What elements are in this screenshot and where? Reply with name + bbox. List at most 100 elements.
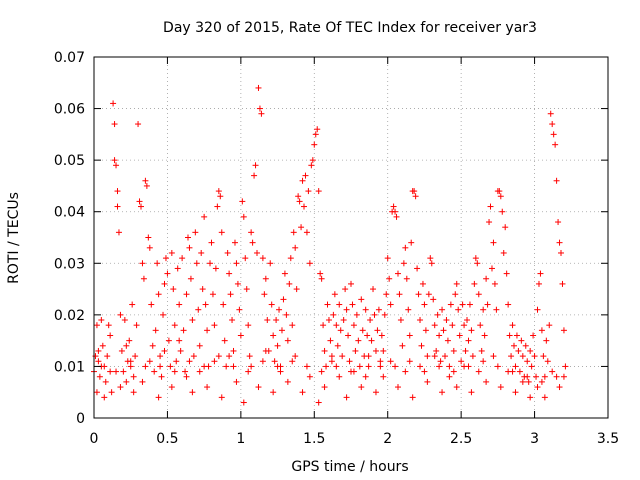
data-point — [371, 311, 378, 318]
data-point — [226, 270, 233, 277]
data-point — [321, 384, 328, 391]
data-point — [314, 126, 321, 133]
data-point — [506, 332, 513, 339]
data-point — [461, 322, 468, 329]
data-point — [328, 353, 335, 360]
data-point — [505, 301, 512, 308]
data-point — [386, 275, 393, 282]
data-point — [558, 249, 565, 256]
data-point — [186, 358, 193, 365]
data-point — [139, 260, 146, 267]
data-point — [170, 286, 177, 293]
data-point — [380, 347, 387, 354]
data-point — [352, 347, 359, 354]
data-point — [289, 322, 296, 329]
data-point — [208, 239, 215, 246]
data-point — [400, 260, 407, 267]
data-point — [237, 332, 244, 339]
data-point — [340, 317, 347, 324]
data-point — [127, 363, 134, 370]
data-point — [292, 353, 299, 360]
data-point — [475, 368, 482, 375]
data-point — [497, 193, 504, 200]
data-point — [249, 239, 256, 246]
data-point — [308, 162, 315, 169]
data-point — [309, 157, 316, 164]
data-point — [364, 332, 371, 339]
data-point — [502, 224, 509, 231]
data-point — [345, 332, 352, 339]
data-point — [524, 358, 531, 365]
data-point — [111, 157, 118, 164]
data-point — [471, 280, 478, 287]
data-point — [160, 311, 167, 318]
data-point — [411, 188, 418, 195]
data-point — [118, 347, 125, 354]
data-point — [165, 337, 172, 344]
y-tick-label: 0.01 — [54, 359, 85, 375]
data-point — [135, 121, 142, 128]
data-point — [378, 332, 385, 339]
data-point — [472, 255, 479, 262]
data-point — [519, 378, 526, 385]
data-point — [245, 368, 252, 375]
data-point — [301, 203, 308, 210]
data-point — [120, 368, 127, 375]
data-point — [518, 337, 525, 344]
data-point — [559, 280, 566, 287]
data-point — [296, 198, 303, 205]
data-point — [477, 322, 484, 329]
data-point — [207, 260, 214, 267]
data-point — [512, 389, 519, 396]
data-point — [524, 373, 531, 380]
x-tick-label: 0 — [90, 431, 99, 447]
data-point — [292, 244, 299, 251]
data-point — [113, 368, 120, 375]
data-point — [104, 353, 111, 360]
data-point — [248, 363, 255, 370]
data-point — [497, 384, 504, 391]
data-point — [192, 229, 199, 236]
data-point — [550, 131, 557, 138]
data-point — [469, 353, 476, 360]
data-point — [528, 363, 535, 370]
y-tick-label: 0.06 — [54, 102, 85, 118]
data-point — [439, 306, 446, 313]
data-point — [415, 291, 422, 298]
data-point — [406, 332, 413, 339]
data-point — [255, 84, 262, 91]
data-point — [444, 337, 451, 344]
data-point — [234, 280, 241, 287]
data-point — [468, 389, 475, 396]
data-point — [123, 342, 130, 349]
data-point — [95, 358, 102, 365]
data-point — [171, 322, 178, 329]
data-point — [490, 239, 497, 246]
data-point — [155, 291, 162, 298]
data-point — [431, 353, 438, 360]
data-point — [306, 373, 313, 380]
data-point — [356, 363, 363, 370]
data-point — [105, 322, 112, 329]
data-point — [443, 317, 450, 324]
data-point — [562, 363, 569, 370]
data-point — [546, 322, 553, 329]
data-point — [130, 389, 137, 396]
data-point — [350, 322, 357, 329]
data-point — [490, 353, 497, 360]
data-point — [328, 358, 335, 365]
y-tick-label: 0.04 — [54, 205, 85, 221]
data-point — [387, 301, 394, 308]
data-point — [346, 358, 353, 365]
data-point — [218, 394, 225, 401]
data-point — [246, 353, 253, 360]
data-point — [375, 306, 382, 313]
data-point — [173, 358, 180, 365]
data-point — [458, 358, 465, 365]
data-point — [286, 280, 293, 287]
data-point — [149, 342, 156, 349]
data-point — [324, 301, 331, 308]
data-point — [511, 342, 518, 349]
data-point — [117, 384, 124, 391]
data-point — [553, 177, 560, 184]
